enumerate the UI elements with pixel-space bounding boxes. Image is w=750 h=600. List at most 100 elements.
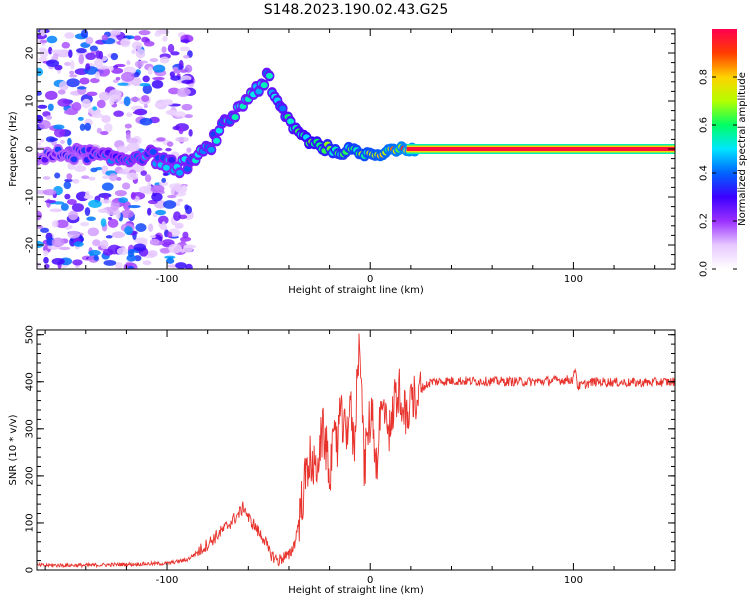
noise-blob	[176, 201, 181, 207]
noise-blob	[139, 117, 153, 126]
noise-blob	[180, 69, 188, 73]
noise-blob	[101, 34, 109, 41]
noise-blob	[69, 74, 78, 78]
ridge-point	[255, 88, 263, 95]
noise-blob	[128, 204, 141, 209]
noise-blob	[147, 66, 153, 75]
noise-blob	[167, 194, 177, 199]
snr-xtick-label: 100	[564, 575, 583, 586]
colorbar: 0.0 0.2 0.4 0.6 0.8 Normalized spectral ampl…	[699, 29, 748, 277]
noise-blob	[94, 71, 100, 80]
noise-blob	[103, 123, 113, 133]
noise-blob	[72, 178, 80, 184]
noise-blob	[123, 96, 131, 107]
noise-blob	[118, 197, 129, 203]
noise-blob	[167, 43, 175, 53]
snr-xlabel: Height of straight line (km)	[288, 585, 424, 596]
spectrogram-xtick-label: 0	[367, 274, 373, 285]
noise-blob	[142, 75, 150, 83]
noise-blob	[167, 256, 174, 261]
noise-blob	[167, 231, 173, 239]
spectrogram-ridge	[37, 67, 675, 179]
noise-blob	[133, 243, 147, 252]
noise-blob	[38, 119, 51, 130]
noise-blob	[188, 83, 194, 88]
noise-blob	[37, 240, 44, 249]
snr-xtick-label: 0	[367, 575, 373, 586]
ridge-point	[279, 105, 287, 112]
noise-blob	[38, 47, 46, 51]
noise-blob	[184, 114, 193, 119]
noise-blob	[37, 142, 42, 146]
noise-blob	[79, 123, 86, 131]
noise-blob	[66, 198, 77, 205]
snr-ytick-label: 200	[25, 466, 36, 485]
noise-blob	[48, 137, 58, 142]
noise-blob	[88, 249, 101, 256]
snr-frame	[36, 329, 676, 571]
noise-blob	[148, 223, 154, 232]
noise-blob	[132, 110, 144, 115]
noise-blob	[152, 76, 165, 81]
noise-blob	[84, 207, 91, 216]
noise-blob	[37, 104, 48, 109]
noise-blob	[100, 239, 109, 250]
noise-blob	[70, 60, 75, 70]
figure-title: S148.2023.190.02.43.G25	[264, 2, 449, 18]
noise-blob	[133, 35, 142, 41]
noise-blob	[180, 237, 187, 244]
noise-blob	[46, 35, 58, 44]
noise-blob	[58, 246, 71, 251]
noise-blob	[177, 198, 184, 202]
noise-blob	[111, 67, 124, 74]
noise-blob	[131, 41, 143, 50]
noise-blob	[135, 48, 146, 59]
noise-blob	[49, 208, 63, 213]
noise-blob	[126, 60, 131, 66]
noise-blob	[144, 174, 152, 183]
noise-blob	[124, 123, 132, 129]
noise-blob	[131, 49, 136, 55]
noise-blob	[90, 167, 98, 173]
noise-blob	[169, 71, 175, 78]
noise-blob	[58, 81, 69, 91]
spectrogram-ytick-label: 20	[25, 47, 36, 60]
noise-blob	[96, 99, 106, 109]
ridge-point	[260, 82, 268, 89]
noise-blob	[113, 110, 124, 117]
noise-blob	[95, 50, 101, 59]
noise-blob	[111, 231, 125, 239]
noise-blob	[107, 218, 119, 228]
noise-blob	[100, 218, 107, 227]
noise-blob	[54, 172, 61, 179]
noise-blob	[156, 137, 166, 142]
noise-blob	[126, 112, 133, 117]
noise-blob	[47, 103, 54, 111]
noise-blob	[76, 86, 87, 90]
ridge-point	[215, 127, 223, 134]
noise-blob	[161, 100, 174, 106]
noise-blob	[182, 231, 189, 239]
noise-blob	[74, 165, 87, 172]
noise-blob	[78, 54, 85, 65]
noise-blob	[60, 139, 65, 145]
colorbar-tick-label: 0.4	[699, 165, 710, 181]
ridge-point	[207, 146, 215, 153]
noise-blob	[66, 173, 73, 180]
noise-blob	[170, 51, 180, 56]
noise-blob	[53, 124, 65, 130]
noise-blob	[168, 243, 182, 254]
noise-blob	[44, 199, 57, 204]
noise-blob	[100, 199, 112, 204]
noise-blob	[42, 176, 51, 180]
noise-blob	[43, 256, 49, 264]
noise-blob	[185, 263, 193, 269]
noise-blob	[63, 109, 78, 115]
noise-blob	[103, 259, 117, 266]
noise-blob	[64, 32, 75, 39]
spectrogram-ylabel: Frequency (Hz)	[8, 111, 19, 187]
noise-blob	[63, 181, 72, 190]
noise-blob	[163, 200, 177, 209]
noise-blob	[165, 147, 172, 152]
